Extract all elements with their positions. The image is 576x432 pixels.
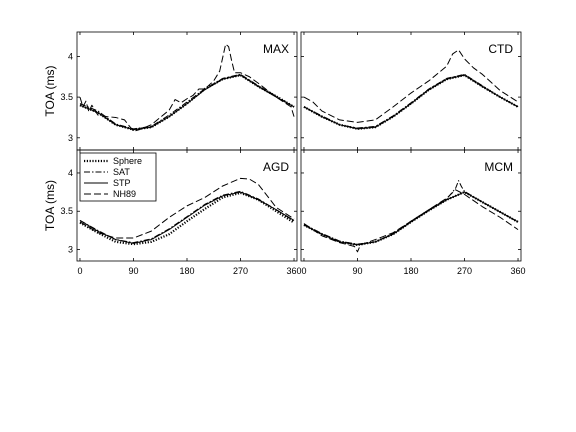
panel-title: CTD — [488, 42, 513, 56]
y-tick-label: 3.5 — [60, 206, 73, 216]
series-stp-line — [79, 74, 295, 131]
x-tick-label: 0 — [301, 266, 306, 276]
x-tick-label: 90 — [352, 266, 362, 276]
x-tick-label: 0 — [77, 266, 82, 276]
x-tick-label: 360 — [287, 266, 302, 276]
panel-title: MCM — [484, 160, 513, 174]
panel-agd: 0 90 180 270 360 3 3.5 4 AGD TOA (ms) — [43, 149, 302, 276]
x-tick-label: 180 — [179, 266, 194, 276]
legend-label-stp: STP — [113, 178, 131, 188]
series-nh89-line — [303, 49, 519, 123]
x-tick-label: 270 — [233, 266, 248, 276]
plot-frame — [76, 149, 298, 262]
panel-ctd: CTD — [300, 31, 522, 151]
series-stp-line — [303, 74, 519, 130]
series-stp-line — [303, 191, 519, 246]
panel-title: AGD — [263, 160, 289, 174]
series-nh89-line — [79, 43, 295, 132]
panel-mcm: 0 90 180 270 360 MCM — [300, 149, 526, 276]
y-axis-label: TOA (ms) — [43, 180, 57, 231]
y-tick-label: 4 — [68, 51, 73, 61]
y-tick-label: 3.5 — [60, 92, 73, 102]
legend-label-sphere: Sphere — [113, 156, 142, 166]
y-axis-label: TOA (ms) — [43, 65, 57, 116]
legend-label-sat: SAT — [113, 167, 130, 177]
series-stp-line — [79, 191, 295, 244]
plot-frame — [300, 149, 522, 262]
x-tick-label: 360 — [511, 266, 526, 276]
series-sphere-line — [79, 191, 295, 246]
x-tick-label: 270 — [457, 266, 472, 276]
series-nh89-line — [79, 177, 295, 239]
y-tick-label: 3 — [68, 245, 73, 255]
panel-title: MAX — [263, 42, 289, 56]
legend-label-nh89: NH89 — [113, 189, 136, 199]
y-tick-label: 4 — [68, 168, 73, 178]
x-tick-label: 180 — [403, 266, 418, 276]
y-tick-label: 3 — [68, 133, 73, 143]
series-nh89-line — [303, 189, 519, 253]
x-tick-label: 90 — [128, 266, 138, 276]
